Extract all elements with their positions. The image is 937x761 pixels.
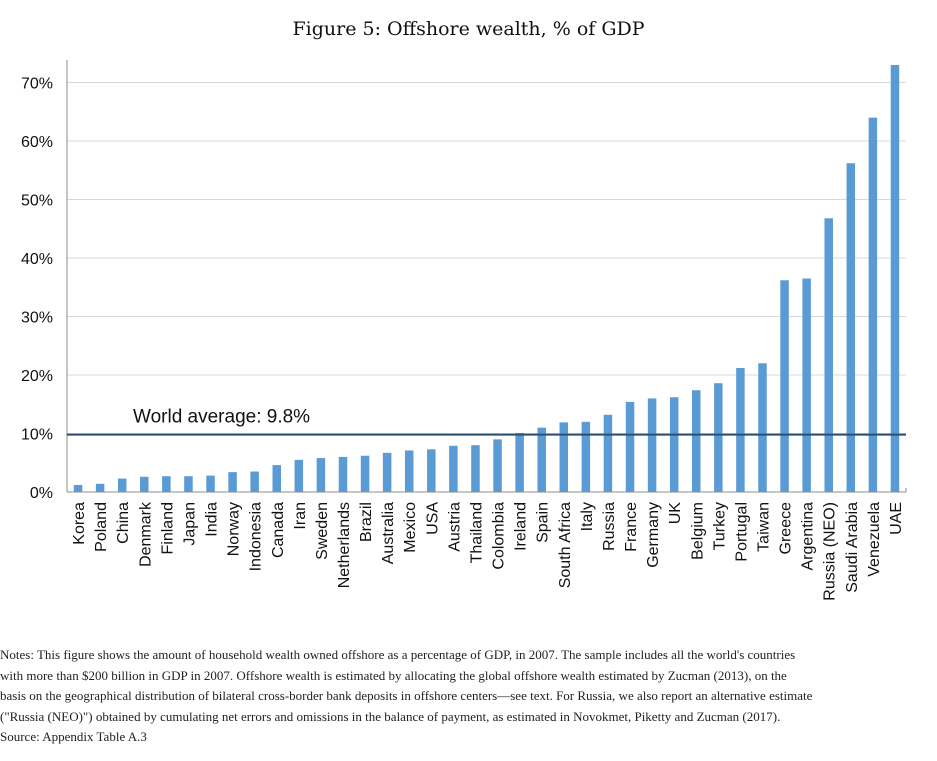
- x-tick-label: Italy: [579, 502, 596, 531]
- x-tick-label: Finland: [159, 502, 176, 554]
- bar: [603, 414, 613, 492]
- bar: [890, 65, 900, 492]
- bar: [824, 218, 833, 492]
- x-tick-label: Turkey: [711, 502, 728, 550]
- x-tick-label: Norway: [226, 502, 243, 556]
- bar: [846, 163, 856, 492]
- x-tick-label: Portugal: [733, 502, 750, 562]
- y-tick-label: 20%: [21, 368, 53, 385]
- bar: [140, 476, 149, 492]
- y-tick-label: 60%: [21, 134, 53, 151]
- notes-line-2: with more than $200 billion in GDP in 20…: [0, 667, 787, 683]
- x-tick-label: Iran: [292, 502, 309, 530]
- x-tick-label: Netherlands: [336, 502, 353, 588]
- x-tick-label: Venezuela: [866, 502, 883, 577]
- bar: [382, 452, 392, 492]
- bar: [736, 367, 745, 492]
- bar: [559, 422, 569, 492]
- x-tick-label: Germany: [645, 502, 662, 568]
- bar: [360, 455, 370, 492]
- x-tick-label: UAE: [888, 502, 905, 535]
- x-tick-label: Russia: [601, 502, 618, 551]
- bar: [117, 478, 127, 492]
- x-tick-label: India: [204, 502, 221, 537]
- bar: [581, 421, 591, 492]
- x-tick-label: Taiwan: [755, 502, 772, 552]
- x-tick-label: Austria: [446, 502, 463, 552]
- x-tick-label: Argentina: [800, 502, 817, 571]
- bar: [449, 445, 458, 492]
- y-tick-label: 70%: [21, 76, 53, 93]
- bar: [250, 471, 259, 492]
- x-tick-label: Belgium: [689, 502, 706, 560]
- x-tick-label: UK: [667, 502, 684, 525]
- x-tick-label: South Africa: [557, 502, 574, 588]
- bar: [669, 397, 679, 492]
- x-tick-label: Ireland: [513, 502, 530, 551]
- x-tick-label: Mexico: [402, 502, 419, 553]
- bar: [714, 383, 723, 492]
- y-tick-label: 10%: [21, 427, 53, 444]
- bar: [647, 398, 657, 492]
- y-tick-label: 40%: [21, 251, 53, 268]
- x-tick-label: Colombia: [491, 502, 508, 570]
- x-tick-label: Canada: [270, 502, 287, 558]
- bar: [758, 363, 767, 492]
- x-tick-label: Denmark: [137, 501, 154, 567]
- x-tick-label: Russia (NEO): [822, 502, 839, 601]
- bar: [537, 427, 546, 492]
- offshore-wealth-bar-chart: 0% 10% 20% 30% 40% 50% 60% 70% Korea Poland China D…: [21, 60, 907, 601]
- x-tick-label: Saudi Arabia: [844, 502, 861, 593]
- x-tick-label: Australia: [380, 502, 397, 564]
- x-tick-label: Spain: [535, 502, 552, 543]
- notes-line-4: ("Russia (NEO)") obtained by cumulating …: [0, 708, 781, 724]
- bar: [802, 278, 811, 492]
- bar: [427, 449, 436, 492]
- y-tick-label: 0%: [30, 485, 53, 502]
- bar: [780, 280, 789, 492]
- x-tick-label: France: [623, 502, 640, 552]
- x-tick-label: Sweden: [314, 502, 331, 560]
- bar: [184, 476, 193, 492]
- bar: [162, 476, 171, 492]
- bar: [338, 456, 348, 492]
- x-tick-label: Japan: [181, 502, 198, 546]
- x-tick-label: Brazil: [358, 502, 375, 542]
- bar: [95, 483, 105, 492]
- bar: [404, 450, 414, 492]
- y-tick-label: 50%: [21, 193, 53, 210]
- y-tick-label: 30%: [21, 310, 53, 327]
- x-tick-label: Thailand: [468, 502, 485, 563]
- bar: [228, 472, 237, 492]
- bar: [272, 465, 281, 492]
- bar: [316, 458, 326, 492]
- x-tick-label: Poland: [93, 502, 110, 552]
- world-average-label: World average: 9.8%: [133, 407, 310, 428]
- x-tick-label: China: [115, 502, 132, 544]
- notes-source: Source: Appendix Table A.3: [0, 729, 147, 744]
- bar: [692, 390, 701, 492]
- bar: [471, 445, 480, 492]
- bar: [625, 401, 635, 492]
- x-tick-label: Indonesia: [248, 502, 265, 571]
- bar: [73, 484, 83, 492]
- figure-notes: Notes: This figure shows the amount of h…: [0, 645, 930, 748]
- notes-line-1: Notes: This figure shows the amount of h…: [0, 647, 796, 662]
- bar: [493, 439, 502, 492]
- bar: [294, 459, 304, 492]
- x-tick-label: Greece: [778, 502, 795, 555]
- notes-line-3: basis on the geographical distribution o…: [0, 688, 813, 703]
- figure-title: Figure 5: Offshore wealth, % of GDP: [292, 18, 645, 40]
- bar: [515, 432, 524, 492]
- bar: [868, 117, 878, 493]
- x-tick-label: USA: [424, 502, 441, 535]
- x-tick-label: Korea: [71, 502, 88, 545]
- bar: [206, 475, 215, 492]
